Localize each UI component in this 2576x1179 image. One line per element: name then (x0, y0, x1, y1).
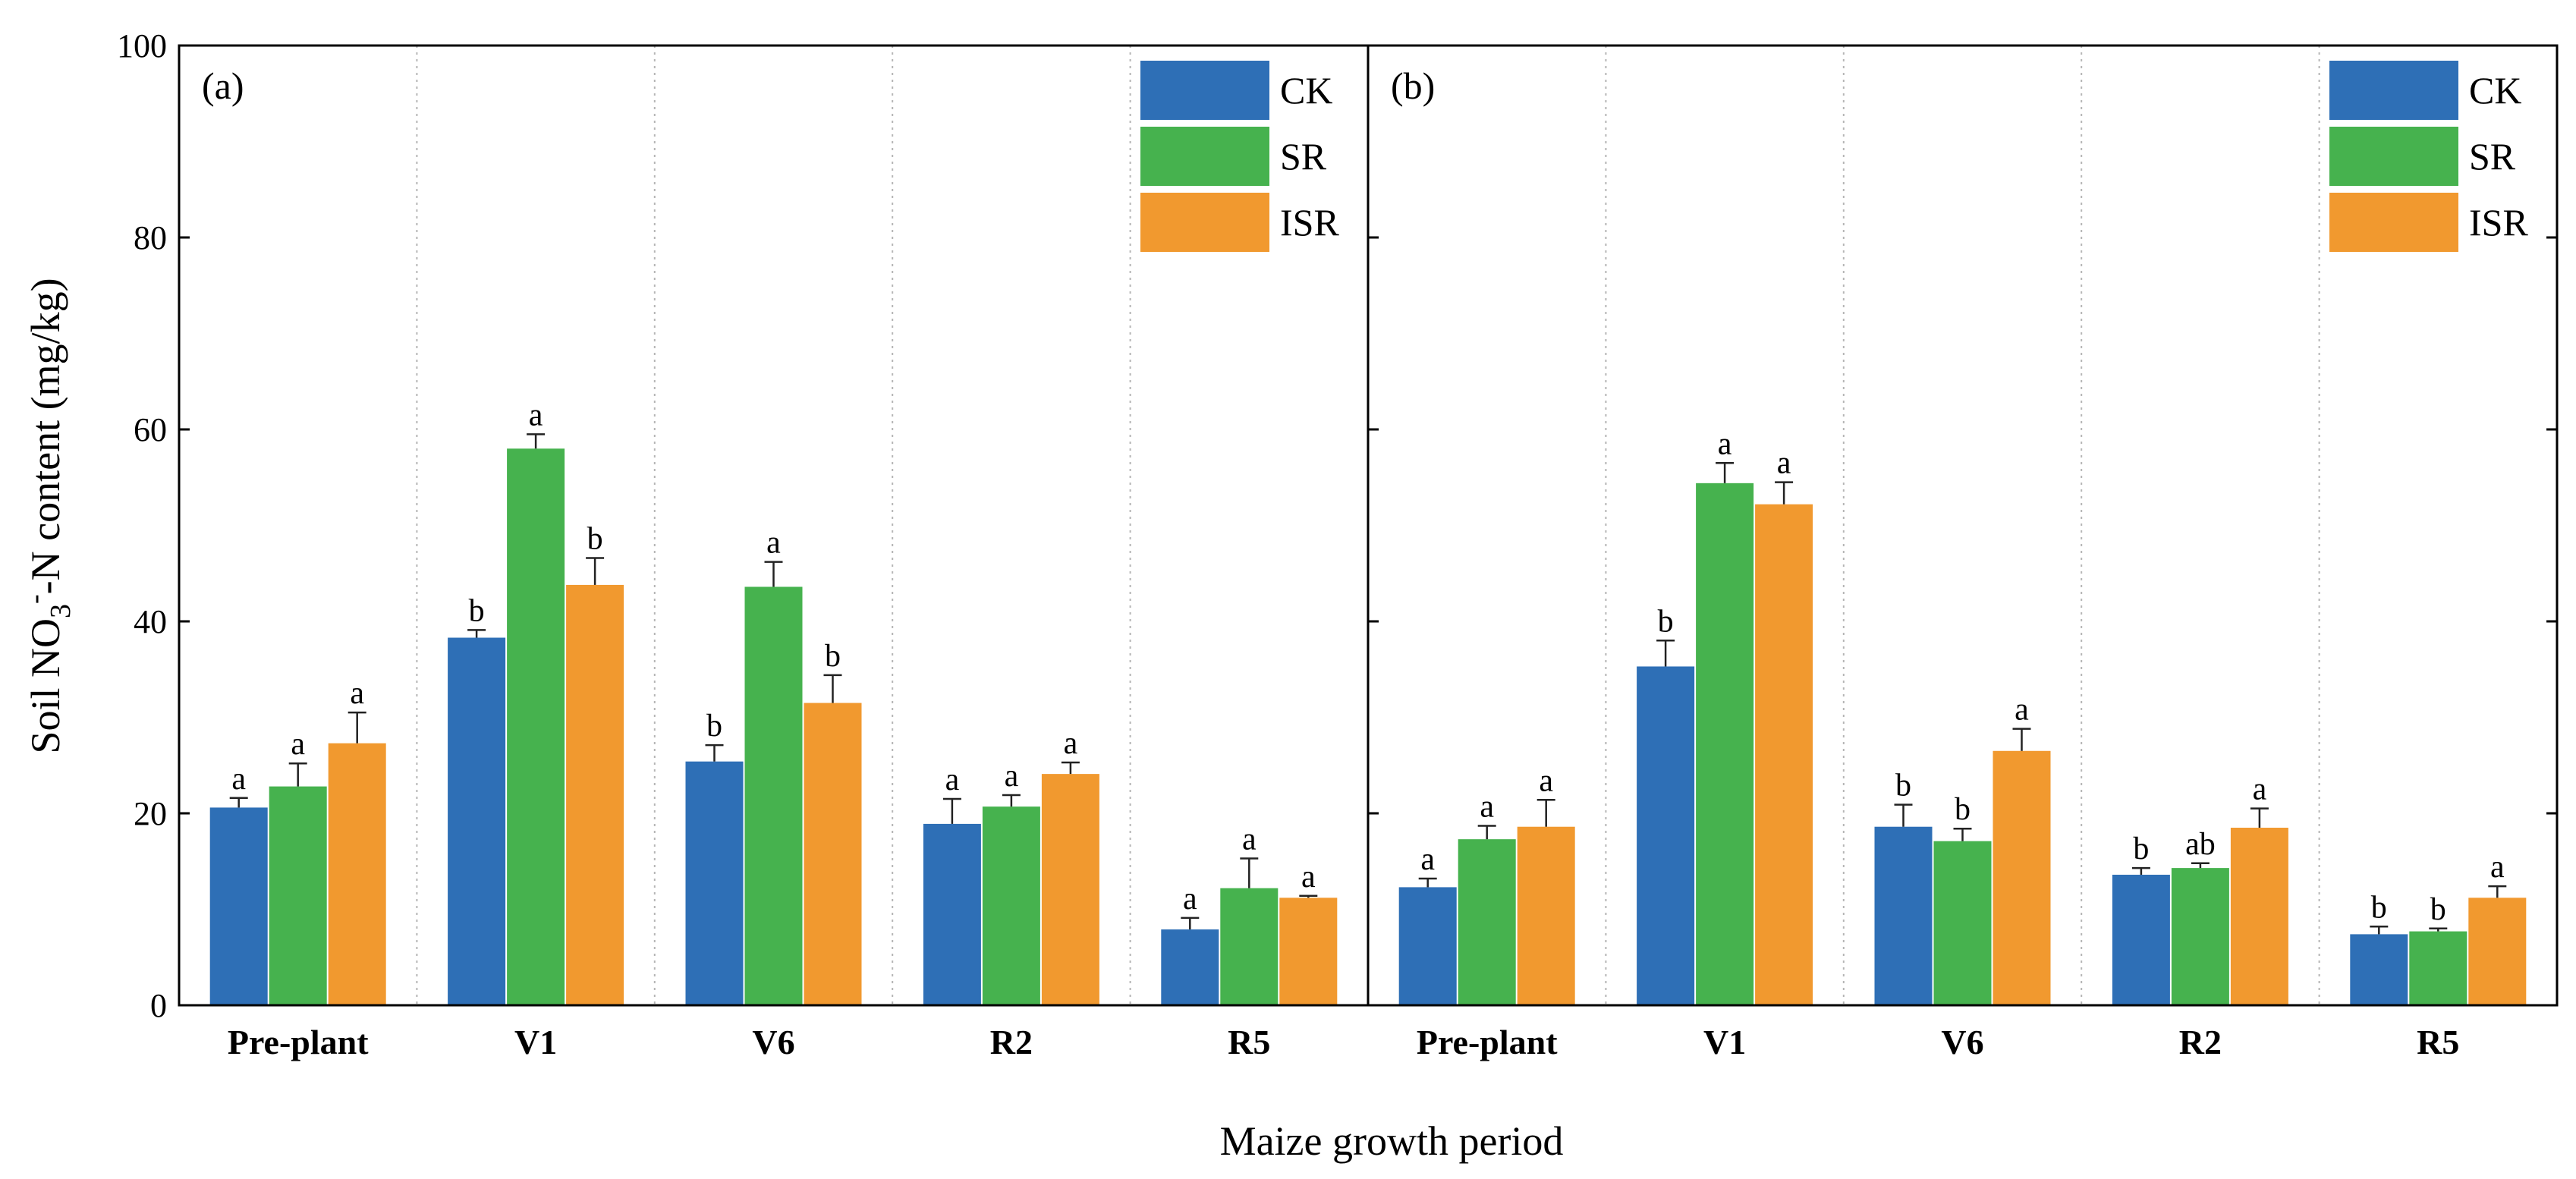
legend-swatch-isr (2329, 193, 2458, 252)
bar-sr (2171, 868, 2229, 1005)
bar-sr (1458, 839, 1516, 1005)
y-axis-title: Soil NO3--N content (mg/kg) (19, 278, 77, 753)
significance-letter: a (1183, 882, 1197, 916)
significance-letter: b (587, 522, 603, 557)
y-axis-title-superscript: - (19, 594, 51, 604)
legend-label: ISR (2469, 201, 2528, 244)
bar-ck (2112, 874, 2170, 1005)
significance-letter: b (825, 639, 841, 674)
significance-letter: a (291, 727, 305, 762)
significance-letter: a (1539, 763, 1553, 798)
legend-swatch-isr (1140, 193, 1269, 252)
significance-letter: a (1777, 446, 1791, 481)
significance-letter: a (945, 762, 960, 797)
bar-ck (1398, 887, 1457, 1005)
x-category-label: V6 (1941, 1023, 1983, 1061)
bar-sr (269, 786, 327, 1005)
legend-label: SR (1280, 135, 1327, 178)
significance-letter: a (766, 526, 781, 561)
significance-letter: a (2253, 772, 2267, 807)
y-tick-label: 20 (134, 795, 167, 832)
bar-isr (1279, 898, 1338, 1005)
bar-isr (1993, 750, 2051, 1005)
significance-letter: b (2430, 892, 2446, 927)
bar-isr (2468, 898, 2527, 1005)
x-category-label: R5 (2417, 1023, 2459, 1061)
legend-label: CK (1280, 69, 1332, 112)
significance-letter: a (1480, 789, 1494, 824)
legend-swatch-ck (1140, 61, 1269, 120)
x-category-label: V6 (752, 1023, 794, 1061)
y-tick-label: 40 (134, 603, 167, 640)
significance-letter: a (2490, 850, 2505, 885)
x-category-label: R5 (1228, 1023, 1270, 1061)
significance-letter: a (231, 762, 246, 797)
y-axis-title-subscript: 3 (45, 604, 77, 618)
legend-label: SR (2469, 135, 2516, 178)
significance-letter: a (2015, 693, 2029, 728)
bar-sr (1933, 841, 1992, 1005)
significance-letter: b (1895, 769, 1911, 803)
bar-ck (448, 637, 506, 1005)
bar-isr (566, 584, 624, 1005)
significance-letter: a (1242, 822, 1257, 857)
bar-ck (1161, 929, 1219, 1005)
significance-letter: a (1718, 426, 1732, 461)
bar-ck (2350, 934, 2408, 1005)
bar-ck (923, 823, 981, 1005)
bar-isr (1755, 504, 1813, 1005)
significance-letter: b (2133, 832, 2149, 866)
significance-letter: a (1064, 726, 1078, 761)
x-category-label: R2 (990, 1023, 1033, 1061)
panel-label: (a) (202, 64, 244, 107)
bar-sr (982, 806, 1040, 1005)
significance-letter: b (1955, 792, 1971, 827)
legend-swatch-sr (1140, 127, 1269, 186)
bar-ck (1637, 666, 1695, 1005)
bar-isr (328, 743, 386, 1005)
y-tick-label: 80 (134, 219, 167, 256)
bar-isr (2230, 827, 2288, 1005)
bar-sr (1220, 888, 1279, 1005)
significance-letter: a (529, 398, 543, 432)
significance-letter: a (1420, 842, 1435, 877)
bar-sr (507, 448, 565, 1005)
significance-letter: b (2371, 890, 2387, 925)
y-tick-label: 60 (134, 411, 167, 448)
bar-ck (685, 761, 744, 1005)
legend-swatch-ck (2329, 61, 2458, 120)
legend-swatch-sr (2329, 127, 2458, 186)
bar-isr (1517, 826, 1575, 1005)
y-tick-label: 100 (117, 27, 167, 64)
x-axis-title: Maize growth period (1220, 1118, 1564, 1164)
significance-letter: a (1301, 860, 1316, 894)
bar-sr (744, 586, 803, 1005)
legend-label: ISR (1280, 201, 1339, 244)
significance-letter: b (1658, 604, 1674, 639)
x-category-label: R2 (2179, 1023, 2222, 1061)
x-category-label: V1 (1703, 1023, 1746, 1061)
bar-isr (1041, 774, 1099, 1005)
significance-letter: b (706, 709, 722, 744)
y-axis-title-suffix: -N content (mg/kg) (23, 278, 68, 594)
bar-sr (1696, 483, 1754, 1005)
significance-letter: b (469, 593, 485, 628)
y-axis-title-prefix: Soil NO (23, 618, 68, 754)
x-category-label: V1 (514, 1023, 557, 1061)
bar-isr (804, 703, 862, 1005)
bar-ck (1874, 826, 1933, 1005)
legend-label: CK (2469, 69, 2521, 112)
x-category-label: Pre-plant (1417, 1023, 1558, 1061)
panel-label: (b) (1391, 64, 1435, 107)
significance-letter: a (1005, 759, 1019, 794)
y-tick-label: 0 (150, 987, 167, 1024)
significance-letter: ab (2185, 827, 2216, 862)
bar-ck (209, 807, 268, 1005)
bar-sr (2409, 931, 2467, 1005)
x-category-label: Pre-plant (228, 1023, 369, 1061)
significance-letter: a (350, 676, 364, 711)
